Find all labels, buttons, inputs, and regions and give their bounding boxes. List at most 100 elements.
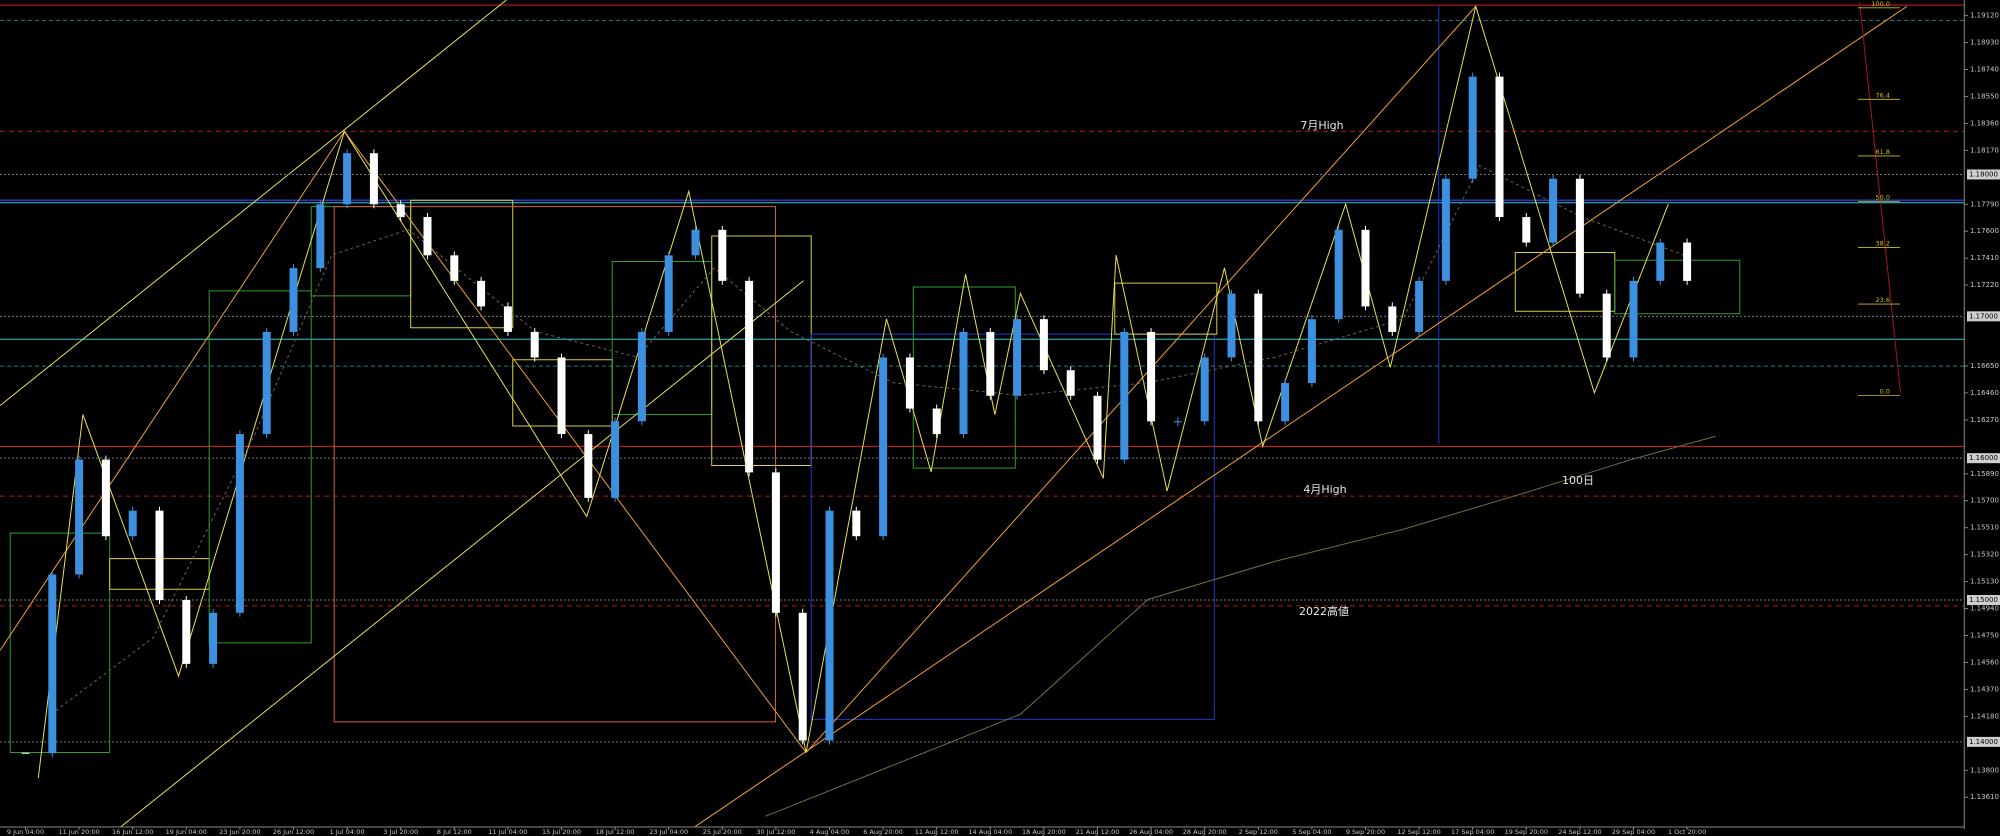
x-tick-label: 25 Jul 20:00 [703, 828, 742, 836]
candle [1522, 217, 1531, 243]
y-tick-label: 1.18740 [1970, 66, 1999, 74]
y-tick-label: 1.18360 [1970, 119, 1999, 127]
candle [1039, 319, 1048, 371]
x-tick-label: 28 Aug 20:00 [1183, 828, 1227, 836]
y-tick-label: 1.17600 [1970, 227, 1999, 235]
candle [48, 574, 57, 754]
candle [182, 600, 191, 664]
y-tick-label: 1.15700 [1970, 497, 1999, 505]
level-label: 1.16000 [1969, 454, 1998, 462]
fib-label: 23.6 [1876, 296, 1890, 304]
candle [771, 472, 780, 613]
y-tick-label: 1.17410 [1970, 254, 1999, 262]
candle [289, 268, 298, 332]
candle [798, 612, 807, 741]
y-tick-label: 1.15130 [1970, 578, 1999, 586]
x-tick-label: 23 Jun 20:00 [219, 828, 260, 836]
candle [477, 280, 486, 307]
level-label: 1.15000 [1969, 596, 1998, 604]
x-tick-label: 9 Jun 04:00 [7, 828, 44, 836]
candle [879, 357, 888, 537]
candle [1683, 242, 1692, 281]
candle [343, 153, 352, 205]
x-tick-label: 18 Aug 20:00 [1022, 828, 1066, 836]
fib-label: 76.4 [1876, 91, 1890, 99]
candle [1388, 306, 1397, 332]
candle [852, 510, 861, 537]
x-tick-label: 15 Jul 20:00 [542, 828, 581, 836]
x-tick-label: 11 Aug 12:00 [915, 828, 959, 836]
candle [1173, 421, 1182, 423]
candle [1066, 370, 1075, 396]
candle [75, 459, 84, 575]
candle [691, 229, 700, 256]
fib-label: 38.2 [1876, 239, 1890, 247]
x-tick-label: 4 Aug 04:00 [810, 828, 850, 836]
candle [530, 331, 539, 358]
candle [664, 255, 673, 332]
candle [718, 229, 727, 281]
candle [503, 306, 512, 332]
candle [611, 421, 620, 498]
candle [637, 331, 646, 422]
candle [209, 612, 218, 664]
candle [584, 434, 593, 498]
candle [1147, 331, 1156, 422]
x-tick-label: 8 Jul 12:00 [437, 828, 472, 836]
y-tick-label: 1.14750 [1970, 631, 1999, 639]
candle [1120, 331, 1129, 460]
x-tick-label: 9 Sep 20:00 [1346, 828, 1385, 836]
y-tick-label: 1.17220 [1970, 281, 1999, 289]
candle [1575, 178, 1584, 294]
candle [1656, 242, 1665, 281]
y-tick-label: 1.17790 [1970, 200, 1999, 208]
x-tick-label: 3 Jul 20:00 [383, 828, 418, 836]
x-tick-label: 21 Aug 12:00 [1076, 828, 1120, 836]
y-tick-label: 1.18550 [1970, 92, 1999, 100]
y-tick-label: 1.18170 [1970, 146, 1999, 154]
candle [369, 153, 378, 205]
x-tick-label: 2 Sep 12:00 [1239, 828, 1278, 836]
candle [1549, 178, 1558, 243]
y-tick-label: 1.16270 [1970, 416, 1999, 424]
x-tick-label: 30 Jul 12:00 [756, 828, 795, 836]
candle [101, 459, 110, 537]
level-box [1967, 736, 2000, 747]
level-label: 1.18000 [1969, 170, 1998, 178]
x-tick-label: 18 Jul 12:00 [596, 828, 635, 836]
y-tick-label: 1.15320 [1970, 551, 1999, 559]
y-tick-label: 1.16650 [1970, 362, 1999, 370]
candle [1334, 229, 1343, 320]
x-tick-label: 19 Sep 20:00 [1505, 828, 1548, 836]
annotation: 4月High [1303, 483, 1346, 496]
candle [825, 510, 834, 741]
candle [128, 510, 137, 537]
fib-label: 100.0 [1871, 0, 1890, 8]
candle [155, 510, 164, 601]
candle [235, 434, 244, 613]
x-tick-label: 23 Jul 04:00 [649, 828, 688, 836]
candle [1468, 76, 1477, 179]
annotation: 100日 [1562, 474, 1594, 487]
candle [396, 204, 405, 218]
x-tick-label: 29 Sep 04:00 [1612, 828, 1655, 836]
candle [450, 255, 459, 281]
x-tick-label: 14 Aug 04:00 [968, 828, 1012, 836]
x-tick-label: 11 Jul 04:00 [488, 828, 527, 836]
x-tick-label: 19 Jun 04:00 [166, 828, 207, 836]
y-tick-label: 1.16460 [1970, 389, 1999, 397]
x-tick-label: 26 Jun 12:00 [273, 828, 314, 836]
x-tick-label: 1 Oct 20:00 [1668, 828, 1706, 836]
level-box [1967, 311, 2000, 322]
candle [1254, 293, 1263, 422]
y-tick-label: 1.19120 [1970, 12, 1999, 20]
y-tick-label: 1.15890 [1970, 470, 1999, 478]
candle [1361, 229, 1370, 307]
y-tick-label: 1.14180 [1970, 712, 1999, 720]
drawings [0, 0, 1964, 829]
candle [1629, 280, 1638, 358]
level-box [1967, 453, 2000, 464]
candle [1307, 319, 1316, 384]
candle [1013, 319, 1022, 396]
